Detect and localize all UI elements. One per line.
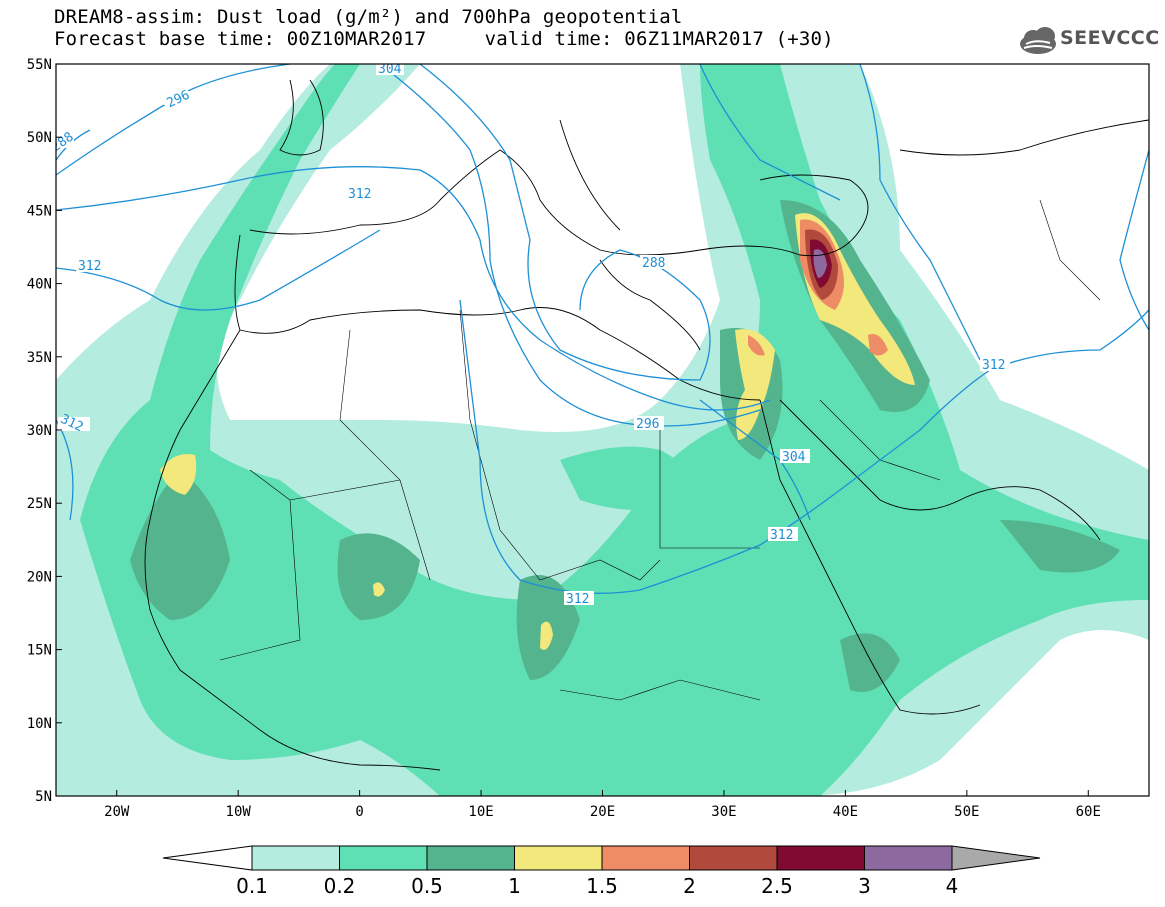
colorbar-label: 4 bbox=[946, 874, 959, 898]
contour-label: 312 bbox=[348, 187, 371, 202]
lat-tick-label: 15N bbox=[27, 643, 52, 659]
colorbar-label: 2.5 bbox=[761, 874, 793, 898]
contour-label: 312 bbox=[982, 358, 1005, 373]
lon-tick-label: 20E bbox=[590, 804, 615, 820]
colorbar-label: 0.1 bbox=[236, 874, 268, 898]
chart-title: DREAM8-assim: Dust load (g/m²) and 700hP… bbox=[54, 6, 683, 28]
lat-tick-label: 10N bbox=[27, 716, 52, 732]
lat-tick-label: 5N bbox=[35, 789, 52, 805]
lon-tick-label: 60E bbox=[1076, 804, 1101, 820]
map-plot-area: 304 296 288 312 312 312 288 296 304 312 … bbox=[56, 62, 1149, 796]
lat-tick-label: 55N bbox=[27, 57, 52, 73]
colorbar-swatch bbox=[339, 845, 428, 871]
colorbar-label: 0.2 bbox=[324, 874, 356, 898]
lon-tick-label: 40E bbox=[833, 804, 858, 820]
chart-subtitle: Forecast base time: 00Z10MAR2017 valid t… bbox=[54, 28, 834, 50]
colorbar-label: 1.5 bbox=[586, 874, 618, 898]
lon-tick-label: 50E bbox=[954, 804, 979, 820]
colorbar-swatch bbox=[514, 845, 603, 871]
colorbar-label: 2 bbox=[683, 874, 696, 898]
contour-label: 304 bbox=[378, 62, 402, 77]
colorbar-label: 0.5 bbox=[411, 874, 443, 898]
colorbar-swatch bbox=[864, 845, 953, 871]
dust-layer-02 bbox=[80, 64, 1149, 796]
seevccc-logo bbox=[1020, 27, 1056, 54]
colorbar-label: 1 bbox=[508, 874, 521, 898]
contour-label: 288 bbox=[642, 256, 665, 271]
contour-label: 304 bbox=[782, 450, 806, 465]
coastlines bbox=[144, 79, 1149, 771]
colorbar-swatch bbox=[251, 845, 340, 871]
lat-tick-label: 45N bbox=[27, 203, 52, 219]
colorbar-swatch bbox=[601, 845, 690, 871]
latitude-axis: 55N 50N 45N 40N 35N 30N 25N 20N 15N 10N 5N bbox=[27, 57, 62, 805]
lat-tick-label: 25N bbox=[27, 496, 52, 512]
colorbar-high-arrow bbox=[951, 845, 1041, 871]
lat-tick-label: 30N bbox=[27, 423, 52, 439]
colorbar-low-arrow bbox=[162, 845, 253, 871]
colorbar-swatch bbox=[776, 845, 865, 871]
colorbar-swatch bbox=[426, 845, 515, 871]
lat-tick-label: 40N bbox=[27, 277, 52, 293]
longitude-axis: 20W 10W 0 10E 20E 30E 40E 50E 60E bbox=[104, 790, 1101, 820]
contour-label: 312 bbox=[566, 592, 589, 607]
lon-tick-label: 30E bbox=[711, 804, 736, 820]
lat-tick-label: 35N bbox=[27, 350, 52, 366]
logo-text: SEEVCCC bbox=[1060, 27, 1160, 49]
cloud-icon bbox=[1020, 27, 1056, 54]
lon-tick-label: 10E bbox=[468, 804, 493, 820]
contour-label: 312 bbox=[78, 259, 101, 274]
colorbar-label: 3 bbox=[858, 874, 871, 898]
colorbar: 0.1 0.2 0.5 1 1.5 2 2.5 3 4 bbox=[162, 845, 1041, 898]
contour-label: 296 bbox=[636, 417, 659, 432]
lat-tick-label: 50N bbox=[27, 130, 52, 146]
lat-tick-label: 20N bbox=[27, 569, 52, 585]
contour-labels: 304 296 288 312 312 312 288 296 304 312 … bbox=[56, 62, 1010, 607]
colorbar-swatch bbox=[689, 845, 778, 871]
lon-tick-label: 0 bbox=[355, 804, 363, 820]
country-borders bbox=[219, 199, 1101, 701]
lon-tick-label: 10W bbox=[226, 804, 252, 820]
contour-label: 312 bbox=[770, 528, 793, 543]
dust-layer-3 bbox=[813, 249, 827, 278]
lon-tick-label: 20W bbox=[104, 804, 130, 820]
